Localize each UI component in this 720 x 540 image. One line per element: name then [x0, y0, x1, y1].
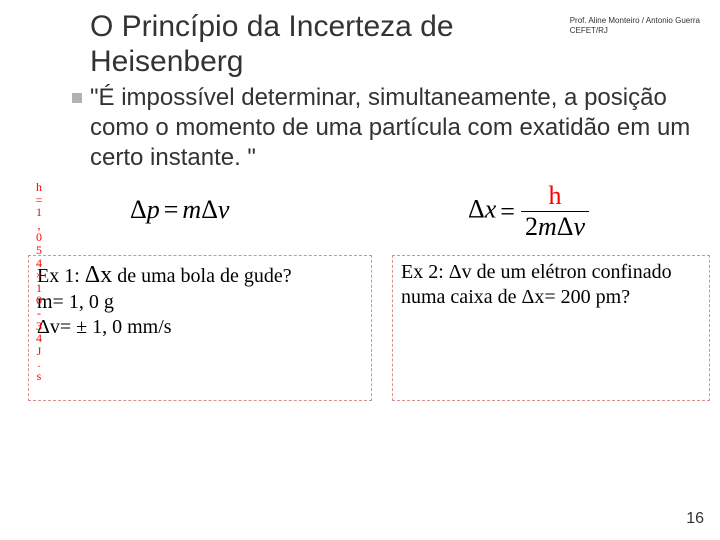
example-2-box: Ex 2: Δv de um elétron confinado numa ca…	[392, 255, 710, 401]
credit-line-2: CEFET/RJ	[570, 26, 700, 36]
page-title: O Princípio da Incerteza de Heisenberg	[90, 10, 570, 79]
equals-sign: =	[496, 197, 519, 226]
planck-h: h	[548, 181, 561, 210]
equation-position: Δx= h 2mΔv	[468, 181, 589, 242]
planck-constant-vertical: h = 1 , 0 5 4 × 1 0 - 3 4 J . s	[35, 181, 43, 383]
const-2: 2	[525, 212, 538, 241]
quote-text: "É impossível determinar, simultaneament…	[90, 83, 700, 173]
slide: O Princípio da Incerteza de Heisenberg P…	[0, 0, 720, 540]
ex1-line1: Ex 1: Δx de uma bola de gude?	[37, 260, 363, 290]
page-number: 16	[686, 510, 704, 528]
var-p: p	[147, 195, 160, 224]
credit-line-1: Prof. Aline Monteiro / Antonio Guerra	[570, 16, 700, 26]
fraction: h 2mΔv	[521, 181, 589, 242]
ex1-prefix: Ex 1:	[37, 265, 85, 287]
example-1-box: Ex 1: Δx de uma bola de gude? m= 1, 0 g …	[28, 255, 372, 401]
equals-sign: =	[160, 195, 183, 224]
quote-block: "É impossível determinar, simultaneament…	[20, 83, 700, 173]
square-bullet-icon	[72, 93, 82, 103]
ex1-rest: de uma bola de gude?	[112, 265, 291, 287]
var-v: v	[218, 195, 230, 224]
ex1-delta-x: Δx	[85, 262, 112, 288]
header: O Princípio da Incerteza de Heisenberg P…	[20, 10, 700, 79]
delta-symbol: Δ	[201, 195, 218, 224]
var-m: m	[182, 195, 201, 224]
delta-symbol: Δ	[557, 212, 574, 241]
examples-row: Ex 1: Δx de uma bola de gude? m= 1, 0 g …	[20, 255, 700, 401]
var-v: v	[573, 212, 585, 241]
delta-symbol: Δ	[468, 194, 485, 223]
equation-momentum: Δp=mΔv	[130, 195, 229, 225]
var-m: m	[538, 212, 557, 241]
equations-row: h = 1 , 0 5 4 × 1 0 - 3 4 J . s Δp=mΔv Δ…	[20, 181, 700, 251]
ex2-line1: Ex 2: Δv de um elétron confinado	[401, 260, 701, 285]
var-x: x	[485, 194, 497, 223]
ex1-line2: m= 1, 0 g	[37, 290, 363, 315]
ex2-line2: numa caixa de Δx= 200 pm?	[401, 285, 701, 310]
delta-symbol: Δ	[130, 195, 147, 224]
credit-block: Prof. Aline Monteiro / Antonio Guerra CE…	[570, 10, 700, 35]
ex1-line3: Δv= ± 1, 0 mm/s	[37, 315, 363, 340]
